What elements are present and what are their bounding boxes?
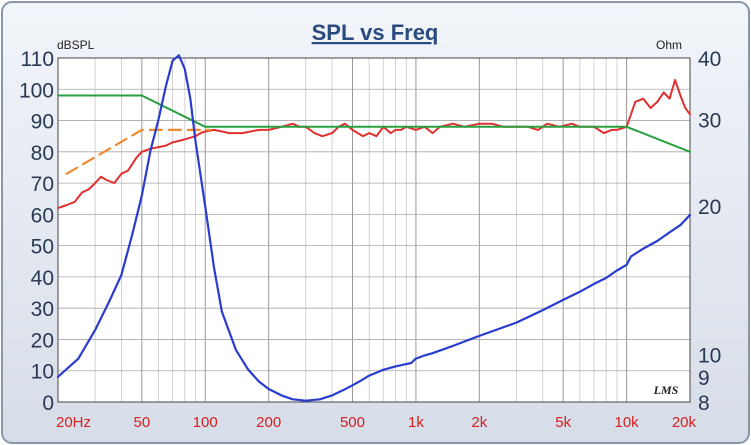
y-right-tick-label: 9 <box>698 367 710 390</box>
y-left-tick-label: 10 <box>31 361 54 384</box>
x-tick-label: 200 <box>256 414 281 431</box>
right-axis-unit: Ohm <box>656 38 682 52</box>
y-left-tick-label: 100 <box>19 79 54 102</box>
y-left-tick-label: 40 <box>31 267 54 290</box>
y-left-tick-label: 90 <box>31 111 54 134</box>
x-tick-label: 2k <box>471 414 487 431</box>
spl-reference-line <box>57 94 691 153</box>
y-right-tick-label: 8 <box>698 392 710 415</box>
chart-title: SPL vs Freq <box>312 20 439 45</box>
lms-watermark: LMS <box>653 383 679 397</box>
x-tick-label: 5k <box>555 414 571 431</box>
y-left-tick-label: 20 <box>31 329 54 352</box>
x-tick-label: 20Hz <box>56 414 91 431</box>
x-tick-label: 1k <box>408 414 424 431</box>
x-tick-label: 50 <box>133 414 150 431</box>
y-left-tick-label: 60 <box>31 204 54 227</box>
left-axis-unit: dBSPL <box>57 38 95 52</box>
y-right-tick-label: 10 <box>698 344 721 367</box>
y-left-tick-label: 70 <box>31 173 54 196</box>
x-tick-label: 10k <box>614 414 639 431</box>
y-left-tick-label: 30 <box>31 298 54 321</box>
impedance-line <box>56 54 692 402</box>
y-left-tick-label: 0 <box>42 392 54 415</box>
y-left-tick-label: 110 <box>21 48 54 71</box>
y-right-tick-label: 20 <box>698 196 721 219</box>
x-tick-label: 500 <box>340 414 365 431</box>
x-tick-label: 20k <box>672 414 697 431</box>
plot-border <box>57 57 691 403</box>
spl-target-dashed-line <box>65 128 211 175</box>
y-right-tick-label: 30 <box>698 109 721 132</box>
plot-area <box>58 58 690 402</box>
y-right-tick-label: 40 <box>698 48 721 71</box>
y-left-tick-label: 80 <box>31 142 54 165</box>
x-tick-label: 100 <box>193 414 218 431</box>
y-left-tick-label: 50 <box>31 236 54 259</box>
